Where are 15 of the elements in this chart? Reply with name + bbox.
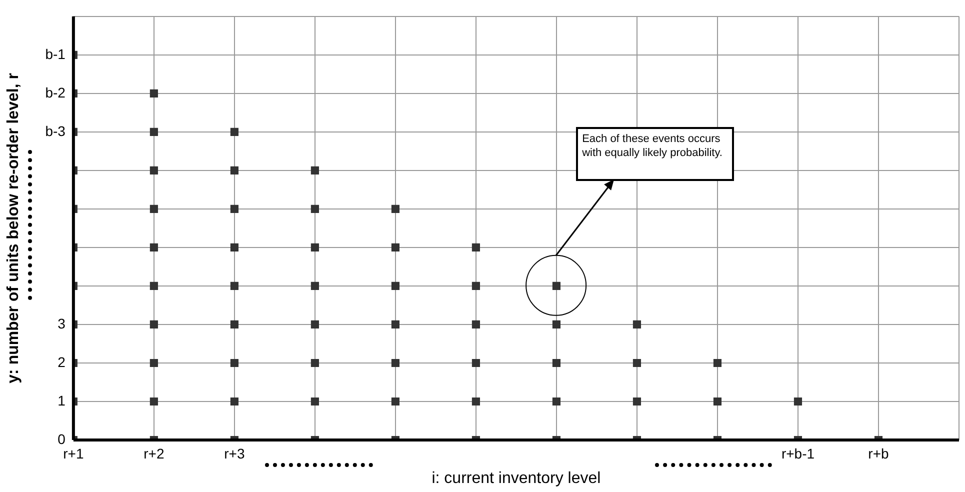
x-tick-label: r+b-1	[781, 445, 815, 462]
y-tick-label: b-3	[45, 122, 66, 139]
y-tick-label: 1	[58, 392, 66, 408]
x-tick-label: r+2	[144, 445, 164, 462]
x-axis-title: i: current inventory level	[432, 470, 601, 487]
x-tick-label: r+b	[868, 445, 890, 462]
x-tick-label: r+1	[63, 445, 84, 462]
y-tick-label: b-2	[45, 84, 66, 100]
y-tick-label: b-1	[45, 46, 66, 62]
annotation: Each of these events occurs with equally likely probability.	[582, 132, 724, 160]
y-tick-label: 3	[58, 315, 66, 332]
y-axis-title: y: number of units below re-order level, r	[5, 73, 22, 384]
y-tick-label: 0	[58, 430, 66, 447]
x-tick-label: r+3	[224, 445, 245, 462]
y-tick-label: 2	[58, 354, 66, 370]
